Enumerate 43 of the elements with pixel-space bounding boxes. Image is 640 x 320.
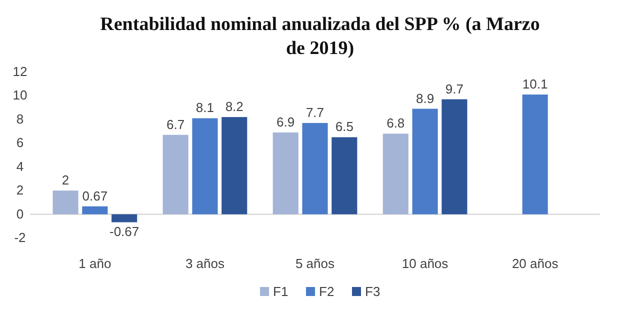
data-label: 2 xyxy=(62,172,70,188)
data-label: 7.7 xyxy=(306,104,324,120)
data-label: 6.9 xyxy=(276,114,295,130)
data-label: 6.8 xyxy=(386,116,405,131)
data-label: 8.1 xyxy=(196,100,214,116)
data-label: 6.5 xyxy=(335,119,354,134)
bar xyxy=(192,118,218,214)
bar xyxy=(382,134,408,214)
data-label: 8.9 xyxy=(416,90,434,106)
bar xyxy=(272,132,298,214)
y-tick-label: 10 xyxy=(12,88,28,103)
y-tick-label: 2 xyxy=(16,182,24,198)
bar xyxy=(52,190,78,214)
data-label: 9.7 xyxy=(445,81,464,96)
legend-label: F1 xyxy=(273,284,288,299)
data-label: 10.1 xyxy=(522,76,548,92)
x-tick-label: 1 año xyxy=(78,256,112,271)
bar xyxy=(332,137,358,214)
bar xyxy=(522,94,548,214)
legend-label: F3 xyxy=(365,284,380,299)
x-tick-label: 5 años xyxy=(295,256,336,271)
bar xyxy=(412,108,438,214)
bar xyxy=(302,122,328,214)
chart-title: Rentabilidad nominal anualizada del SPP % (a Marzo de 2019) xyxy=(100,14,540,59)
x-tick-label: 3 años xyxy=(185,256,225,271)
bar xyxy=(442,99,468,214)
y-tick-label: 8 xyxy=(16,111,24,126)
x-tick-label: 20 años xyxy=(512,256,559,271)
y-tick-label: 4 xyxy=(16,158,24,174)
y-tick-label: 12 xyxy=(12,64,28,79)
y-tick-label: 6 xyxy=(16,135,24,150)
legend-label: F2 xyxy=(319,284,334,299)
x-tick-label: 10 años xyxy=(402,256,449,271)
data-label: -0.67 xyxy=(110,224,140,240)
bar xyxy=(112,214,138,222)
y-tick-label: -2 xyxy=(14,230,26,245)
data-label: 8.2 xyxy=(225,99,244,114)
bar xyxy=(162,134,188,214)
bar xyxy=(82,206,108,214)
bar xyxy=(222,117,248,214)
data-label: 0.67 xyxy=(82,188,108,204)
data-label: 6.7 xyxy=(166,116,185,132)
y-tick-label: 0 xyxy=(16,206,24,222)
